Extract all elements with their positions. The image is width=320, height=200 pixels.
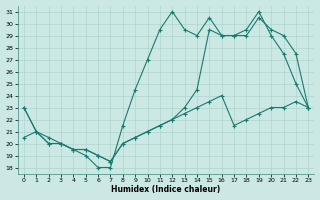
X-axis label: Humidex (Indice chaleur): Humidex (Indice chaleur): [111, 185, 221, 194]
